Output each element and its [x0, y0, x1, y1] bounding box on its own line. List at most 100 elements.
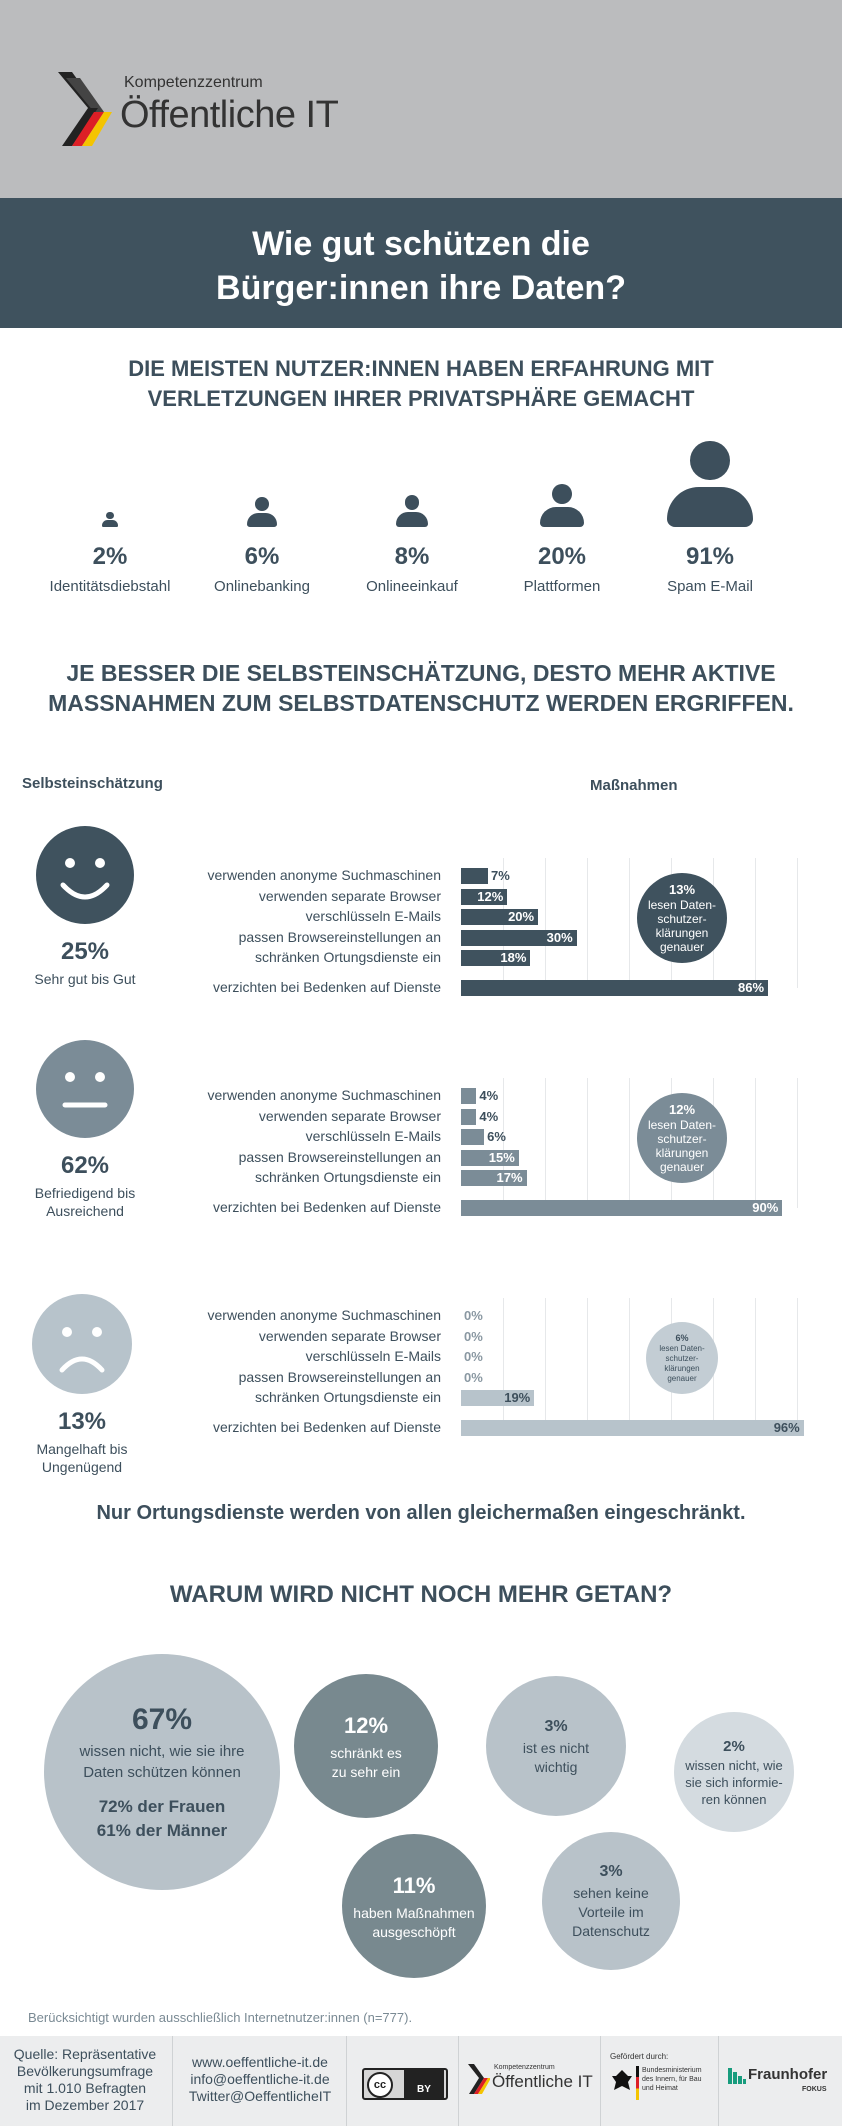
website-link[interactable]: www.oeffentliche-it.de — [192, 2054, 328, 2070]
logo-subtitle: Kompetenzzentrum — [124, 74, 263, 91]
measure-category-label: verwenden separate Browser — [258, 887, 441, 904]
reads-privacy-policy-bubble: 6% lesen Daten-schutzer-klärungen genauer — [646, 1322, 718, 1394]
neutral-face-icon — [36, 1040, 134, 1138]
privacy-violation-value: 91% — [685, 543, 735, 570]
measure-category-label: passen Browsereinstellungen an — [238, 1368, 441, 1385]
measure-category-label: verschlüsseln E-Mails — [305, 1348, 441, 1364]
measure-bar — [461, 909, 539, 925]
person-icon — [540, 483, 584, 527]
ministry-name: Bundesministerium des Innern, für Bau un… — [642, 2067, 702, 2092]
measure-category-label: verwenden separate Browser — [258, 1107, 441, 1124]
reads-privacy-policy-bubble: 12% lesen Daten-schutzer-klärungen genauer — [637, 1093, 727, 1183]
person-icon — [396, 495, 428, 527]
measure-bar — [461, 1108, 477, 1125]
twitter-link[interactable]: Twitter@OeffentlicheIT — [188, 2088, 332, 2104]
cc-by-badge: cc BY — [362, 2068, 448, 2100]
federal-eagle-icon — [612, 2070, 632, 2090]
measure-category-label: verzichten bei Bedenken auf Dienste — [212, 978, 441, 995]
footer-logo-sub: Kompetenzzentrum — [494, 2064, 555, 2071]
measure-bar-label: 0% — [464, 1308, 483, 1323]
measure-bar — [461, 1170, 527, 1186]
measure-category-label: passen Browsereinstellungen an — [238, 928, 441, 945]
measure-bar-label: 19% — [504, 1390, 531, 1405]
measure-bar-label: 4% — [479, 1088, 499, 1103]
title-band — [0, 198, 842, 328]
fraunhofer-logo: Fraunhofer — [748, 2066, 828, 2083]
measure-bar-label: 4% — [479, 1108, 499, 1124]
reads-privacy-policy-bubble: 13% lesen Daten-schutzer-klärungen genauer — [637, 873, 727, 963]
measure-bar-label: 20% — [508, 909, 535, 924]
privacy-violation-value: 6% — [244, 543, 280, 570]
measure-bar-label: 12% — [477, 888, 504, 904]
measure-bar-label: 0% — [464, 1328, 483, 1344]
reason-circle-3-vorteile: 3% sehen keine Vorteile im Datenschutz — [542, 1832, 680, 1970]
measure-bar — [461, 868, 488, 884]
measure-category-label: verzichten bei Bedenken auf Dienste — [212, 1418, 441, 1435]
privacy-violation-value: 8% — [394, 543, 430, 570]
sad-face-icon — [32, 1294, 132, 1394]
chart-conclusion: Nur Ortungsdienste werden von allen glei… — [96, 1502, 746, 1524]
reason-circle-12: 12% schränkt es zu sehr ein — [294, 1674, 438, 1818]
privacy-violation-value: 2% — [92, 543, 128, 570]
reason-circle-2: 2% wissen nicht, wie sie sich informie- … — [674, 1712, 794, 1832]
reason-circle-11: 11% haben Maßnahmen ausgeschöpft — [342, 1834, 486, 1978]
privacy-violation-label: Plattformen — [523, 578, 601, 595]
person-icon — [666, 440, 754, 527]
email-link[interactable]: info@oeffentliche-it.de — [190, 2071, 330, 2087]
measure-bar-label: 86% — [737, 979, 765, 995]
funded-by-label: Gefördert durch: — [610, 2052, 669, 2061]
measure-category-label: schränken Ortungsdienste ein — [255, 1169, 441, 1185]
self-assessment-share: 62% — [60, 1152, 110, 1179]
logo-title: Öffentliche IT — [120, 94, 339, 136]
privacy-violation-value: 20% — [537, 543, 587, 570]
measure-bar-label: 17% — [496, 1170, 523, 1185]
measure-category-label: verwenden separate Browser — [258, 1327, 441, 1344]
measure-bar — [461, 929, 577, 946]
measure-bar-label: 90% — [752, 1199, 779, 1215]
page-title: Wie gut schützen die Bürger:innen ihre D… — [216, 225, 626, 307]
measure-bar-label: 0% — [464, 1349, 483, 1364]
col-self-assessment: Selbsteinschätzung — [22, 775, 163, 792]
measure-bar — [461, 1390, 535, 1406]
section2-heading: JE BESSER DIE SELBSTEINSCHÄTZUNG, DESTO … — [48, 660, 794, 716]
self-assessment-label: Mangelhaft bis Ungenügend — [36, 1441, 128, 1475]
measure-category-label: verschlüsseln E-Mails — [305, 1128, 441, 1144]
self-assessment-share: 13% — [57, 1408, 107, 1435]
person-icon — [247, 497, 277, 527]
measure-bar — [461, 950, 531, 966]
measure-category-label: verwenden anonyme Suchmaschinen — [207, 1307, 441, 1323]
fokus-label: FOKUS — [802, 2086, 827, 2093]
measure-bar — [461, 1149, 519, 1166]
measure-category-label: schränken Ortungsdienste ein — [255, 1389, 441, 1405]
self-assessment-share: 25% — [60, 938, 110, 965]
logo-mark — [58, 72, 112, 146]
self-assessment-label: Befriedigend bis Ausreichend — [34, 1185, 136, 1219]
measure-bar-label: 18% — [500, 950, 527, 965]
by-icon: BY — [404, 2070, 444, 2098]
measure-category-label: passen Browsereinstellungen an — [238, 1148, 441, 1165]
measure-category-label: verwenden anonyme Suchmaschinen — [207, 1087, 441, 1103]
measure-bar — [461, 979, 769, 996]
footer-logo-main: Öffentliche IT — [492, 2072, 593, 2091]
reason-circle-3-wichtig: 3% ist es nicht wichtig — [486, 1676, 626, 1816]
measure-bar — [461, 888, 508, 905]
footer-logo-mark — [468, 2064, 490, 2094]
footer-contact: www.oeffentliche-it.de info@oeffentliche… — [180, 2054, 340, 2105]
flag-bar — [636, 2066, 639, 2100]
privacy-violation-label: Onlinebanking — [214, 578, 310, 595]
measure-bar — [461, 1199, 783, 1216]
measure-bar — [461, 1129, 485, 1145]
measure-bar-label: 30% — [546, 929, 573, 945]
measure-category-label: verzichten bei Bedenken auf Dienste — [212, 1198, 441, 1215]
sample-note: Berücksichtigt wurden ausschließlich Int… — [28, 2010, 413, 2025]
measure-bar-label: 6% — [487, 1129, 506, 1144]
measure-bar-label: 96% — [773, 1419, 800, 1435]
fraunhofer-icon — [728, 2068, 746, 2084]
cc-icon: cc — [367, 2072, 393, 2098]
section1-heading: DIE MEISTEN NUTZER:INNEN HABEN ERFAHRUNG… — [128, 356, 714, 411]
privacy-violation-label: Spam E-Mail — [667, 578, 753, 595]
measure-category-label: verwenden anonyme Suchmaschinen — [207, 867, 441, 883]
measure-bar-label: 0% — [464, 1369, 483, 1385]
measure-bar-label: 15% — [488, 1149, 515, 1165]
measure-bar — [461, 1088, 477, 1104]
